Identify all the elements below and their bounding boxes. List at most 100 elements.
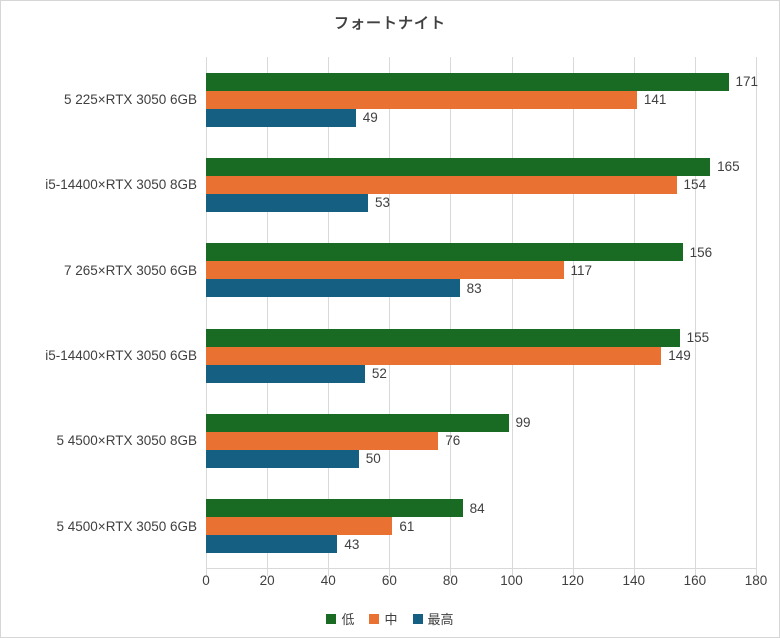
tick-mark <box>450 569 452 576</box>
x-tick-label: 160 <box>683 573 707 588</box>
bar-line: 149 <box>206 346 756 365</box>
bar <box>206 279 460 298</box>
chart-row: i5-14400×RTX 3050 6GB 155 149 52 <box>1 313 779 398</box>
bar-line: 171 <box>206 72 759 91</box>
chart-row: 7 265×RTX 3050 6GB 156 117 83 <box>1 228 779 313</box>
bar-group: 165 154 53 <box>206 142 756 227</box>
gridline <box>267 57 269 569</box>
bar <box>206 72 729 91</box>
tick-mark <box>328 569 330 576</box>
x-tick-label: 0 <box>202 573 210 588</box>
bar-line: 76 <box>206 431 756 450</box>
category-label: 7 265×RTX 3050 6GB <box>64 262 197 278</box>
legend-swatch <box>326 613 337 624</box>
bar <box>206 328 680 347</box>
bar-line: 43 <box>206 535 756 554</box>
value-label: 61 <box>399 518 415 534</box>
bar-line: 84 <box>206 499 756 518</box>
value-label: 141 <box>643 92 667 108</box>
chart-title: フォートナイト <box>333 15 446 32</box>
category-label: i5-14400×RTX 3050 8GB <box>45 177 197 193</box>
chart-row: 5 4500×RTX 3050 8GB 99 76 50 <box>1 398 779 483</box>
tick-mark <box>756 569 757 576</box>
bar <box>206 499 463 518</box>
legend-label: 低 <box>341 612 355 627</box>
value-label: 99 <box>515 415 531 431</box>
bar <box>206 346 662 365</box>
bar <box>206 243 683 262</box>
tick-mark <box>633 569 635 576</box>
gridline <box>389 57 391 569</box>
legend-item: 中 <box>369 609 398 628</box>
bar-line: 61 <box>206 517 756 536</box>
category-label: i5-14400×RTX 3050 6GB <box>45 348 197 364</box>
x-axis-line <box>206 568 756 569</box>
bar <box>206 364 365 383</box>
bar <box>206 431 439 450</box>
category-label: 5 4500×RTX 3050 6GB <box>56 518 197 534</box>
chart-row: 5 4500×RTX 3050 6GB 84 61 43 <box>1 484 779 569</box>
bar <box>206 413 509 432</box>
value-label: 49 <box>362 110 378 126</box>
bar-group: 84 61 43 <box>206 484 756 569</box>
bar-line: 99 <box>206 413 756 432</box>
value-label: 171 <box>735 74 759 90</box>
plot-area <box>206 57 757 576</box>
legend-label: 中 <box>384 612 398 627</box>
gridline <box>756 57 757 569</box>
value-label: 149 <box>668 348 691 364</box>
bar-line: 49 <box>206 108 756 127</box>
value-label: 155 <box>686 330 710 346</box>
legend-item: 低 <box>326 609 354 628</box>
gridline <box>633 57 635 569</box>
tick-mark <box>572 569 574 576</box>
value-label: 76 <box>445 433 461 449</box>
bar-line: 156 <box>206 243 756 262</box>
gridline <box>572 57 574 569</box>
bar-group: 171 141 49 <box>206 57 759 142</box>
x-tick-label: 180 <box>744 573 768 588</box>
x-tick-label: 80 <box>442 573 458 588</box>
x-tick-label: 140 <box>622 573 646 588</box>
legend-label: 最高 <box>427 612 454 627</box>
bar-line: 50 <box>206 449 756 468</box>
bar-group: 155 149 52 <box>206 313 756 398</box>
value-label: 165 <box>717 159 740 175</box>
chart-row: 5 225×RTX 3050 6GB 171 141 49 <box>1 57 779 142</box>
legend-swatch <box>412 613 423 624</box>
gridline <box>328 57 330 569</box>
value-label: 53 <box>374 195 390 211</box>
legend-item: 最高 <box>412 609 454 628</box>
tick-mark <box>389 569 391 576</box>
value-label: 50 <box>365 451 381 467</box>
value-label: 84 <box>469 500 485 516</box>
bar <box>206 90 637 109</box>
bar-line: 165 <box>206 157 756 176</box>
bar-line: 141 <box>206 90 756 109</box>
bar-line: 52 <box>206 364 756 383</box>
bar-line: 53 <box>206 193 756 212</box>
category-label: 5 4500×RTX 3050 8GB <box>56 433 197 449</box>
x-tick-label: 20 <box>259 573 275 588</box>
bar <box>206 108 356 127</box>
chart-row: i5-14400×RTX 3050 8GB 165 154 53 <box>1 142 779 227</box>
tick-mark <box>267 569 269 576</box>
gridline <box>694 57 696 569</box>
tick-mark <box>511 569 513 576</box>
bar <box>206 193 368 212</box>
value-label: 154 <box>683 177 707 193</box>
bar <box>206 535 338 554</box>
x-tick-label: 60 <box>381 573 397 588</box>
category-label: 5 225×RTX 3050 6GB <box>64 92 197 108</box>
bar <box>206 157 711 176</box>
bar <box>206 449 359 468</box>
x-tick-label: 100 <box>500 573 523 588</box>
legend-swatch <box>369 613 380 624</box>
value-label: 117 <box>570 262 593 278</box>
x-axis: 0 20 40 60 80 100 120 140 160 180 <box>202 573 767 591</box>
bar-line: 83 <box>206 279 756 298</box>
legend: 低 中 最高 <box>1 609 779 628</box>
bar-rows: 5 225×RTX 3050 6GB 171 141 49 i5-14400×RTX 3… <box>1 57 779 569</box>
gridline <box>206 57 207 569</box>
